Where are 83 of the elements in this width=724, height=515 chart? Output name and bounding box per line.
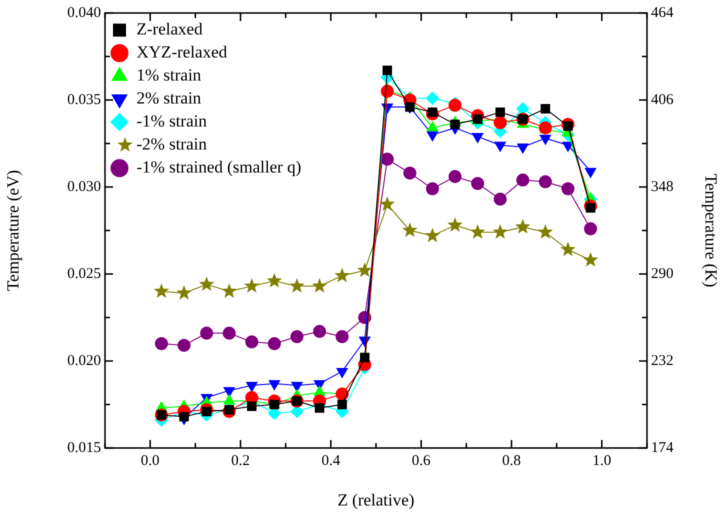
- point: [515, 219, 530, 234]
- x-tick-label: 0.2: [231, 452, 250, 469]
- y-tick-label: 0.020: [67, 352, 101, 369]
- point: [200, 326, 214, 340]
- legend-label: -1% strain: [136, 112, 208, 131]
- point: [334, 268, 350, 282]
- point: [179, 412, 189, 422]
- y2-axis-title: Temperature (K): [701, 174, 720, 288]
- y-tick-label: 0.030: [67, 178, 101, 195]
- legend-label: XYZ-relaxed: [136, 42, 228, 62]
- y-axis-title: Temperature (eV): [4, 170, 23, 292]
- point: [154, 283, 170, 298]
- y-tick-label: 0.035: [67, 92, 101, 108]
- point: [470, 224, 486, 239]
- point: [426, 182, 439, 196]
- point: [450, 120, 460, 130]
- point: [314, 386, 326, 396]
- point: [313, 324, 326, 338]
- legend-label: -2% strain: [136, 134, 208, 154]
- y2-tick-label: 464: [651, 4, 674, 21]
- point: [222, 326, 236, 340]
- point: [290, 330, 304, 344]
- y2-tick-label: 174: [651, 440, 674, 456]
- y-tick-label: 0.040: [67, 4, 101, 21]
- point: [538, 224, 553, 239]
- point: [154, 337, 168, 350]
- point: [244, 278, 260, 293]
- legend-label: Z-relaxed: [136, 20, 204, 39]
- point: [199, 276, 214, 291]
- point: [560, 242, 576, 256]
- point: [382, 66, 392, 76]
- x-tick-label: 0.4: [321, 452, 341, 469]
- point: [582, 252, 598, 267]
- point: [380, 196, 395, 211]
- x-tick-label: 0.6: [412, 452, 432, 469]
- point: [403, 166, 416, 180]
- point: [561, 182, 574, 196]
- point: [336, 330, 349, 344]
- point: [176, 285, 192, 300]
- y-tick-label: 0.025: [67, 266, 101, 282]
- point: [312, 278, 328, 293]
- point: [360, 352, 370, 362]
- point: [178, 338, 191, 352]
- legend-label: -1% strained (smaller q): [136, 158, 302, 177]
- point: [245, 335, 258, 348]
- point: [424, 228, 440, 242]
- y2-tick-label: 406: [651, 92, 674, 108]
- point: [538, 175, 552, 188]
- point: [380, 152, 394, 166]
- x-axis-title: Z (relative): [338, 490, 414, 510]
- point: [494, 116, 507, 130]
- point: [540, 104, 550, 114]
- point: [336, 388, 349, 401]
- point: [517, 143, 528, 154]
- point: [337, 400, 347, 410]
- point: [471, 177, 484, 190]
- point: [447, 217, 463, 232]
- y2-tick-label: 232: [651, 352, 674, 369]
- point: [266, 272, 282, 288]
- x-tick-label: 1.0: [592, 452, 612, 469]
- point: [426, 92, 439, 105]
- point: [448, 170, 462, 184]
- point: [247, 402, 257, 411]
- point: [314, 403, 324, 413]
- legend-label: 1% strain: [136, 66, 202, 85]
- point: [492, 224, 508, 239]
- y2-tick-label: 348: [651, 178, 674, 195]
- x-tick-label: 0.0: [140, 452, 160, 469]
- point: [402, 222, 418, 237]
- point: [357, 262, 372, 277]
- point: [222, 283, 237, 298]
- x-tick-label: 0.8: [502, 452, 521, 469]
- point: [289, 278, 305, 293]
- point: [224, 394, 235, 405]
- legend-label: 2% strain: [136, 88, 202, 108]
- point: [516, 174, 530, 187]
- y2-tick-label: 290: [651, 266, 674, 282]
- point: [494, 192, 507, 206]
- point: [584, 222, 598, 236]
- point: [426, 121, 438, 132]
- point: [268, 337, 281, 350]
- point: [495, 107, 505, 117]
- y-tick-label: 0.015: [67, 440, 101, 456]
